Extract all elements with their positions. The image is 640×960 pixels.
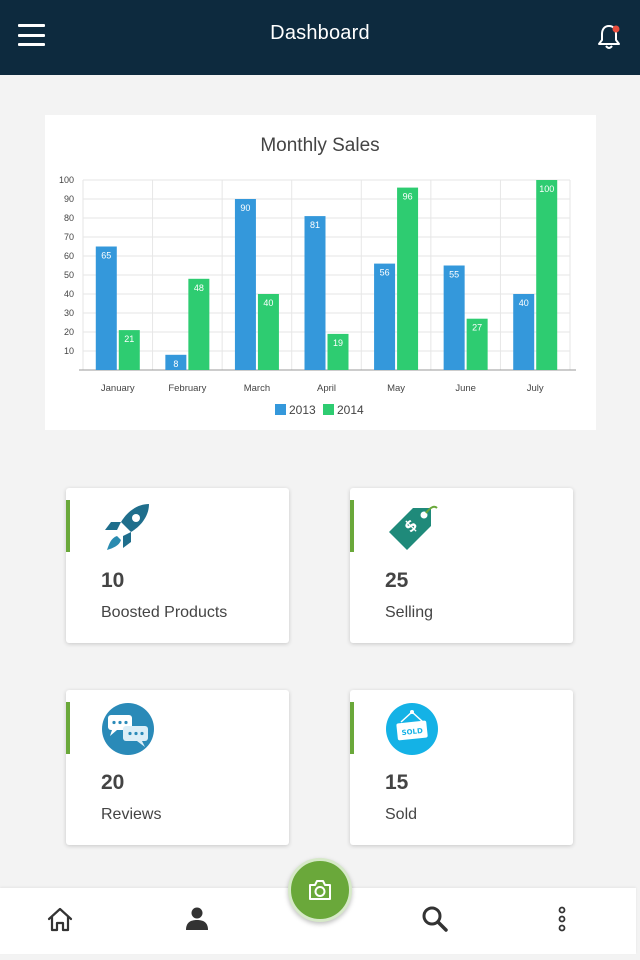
chart-title: Monthly Sales (260, 135, 379, 156)
bar-2014 (397, 187, 419, 370)
bar-2013 (165, 354, 187, 370)
card-accent-bar (350, 702, 354, 754)
camera-icon (309, 880, 331, 900)
search-icon[interactable] (420, 904, 450, 934)
x-tick-label: June (455, 383, 476, 394)
card-accent-bar (66, 702, 70, 754)
bar-data-label: 40 (519, 298, 529, 308)
y-tick-label: 40 (64, 289, 74, 299)
y-tick-label: 30 (64, 308, 74, 318)
bar-2014 (188, 278, 210, 370)
x-tick-label: January (101, 383, 135, 394)
bar-data-label: 40 (263, 298, 273, 308)
more-vertical-icon[interactable] (547, 904, 577, 934)
monthly-sales-chart: Monthly Sales 10 20 30 40 50 60 70 80 90 100 65 21 Ja… (45, 115, 596, 430)
y-tick-label: 10 (64, 346, 74, 356)
bar-data-label: 100 (539, 184, 554, 194)
bar-2014 (257, 294, 279, 370)
bar-2013 (95, 246, 117, 370)
profile-icon[interactable] (182, 904, 212, 934)
page-title: Dashboard (270, 22, 370, 44)
bar-data-label: 8 (173, 359, 178, 369)
stat-card-selling[interactable]: $ 25 Selling (350, 488, 573, 643)
x-tick-label: July (527, 383, 544, 394)
bar-2013 (443, 265, 465, 370)
y-tick-label: 50 (64, 270, 74, 280)
y-tick-label: 20 (64, 327, 74, 337)
chart-canvas: Monthly Sales 10 20 30 40 50 60 70 80 90 100 65 21 Ja… (59, 135, 576, 417)
stat-value: 10 (101, 569, 125, 592)
bar-2013 (513, 294, 535, 370)
bar-data-label: 90 (240, 203, 250, 213)
bell-icon[interactable] (596, 22, 622, 50)
y-tick-label: 70 (64, 232, 74, 242)
stat-label: Sold (385, 806, 418, 823)
card-accent-bar (350, 500, 354, 552)
bar-data-label: 56 (380, 268, 390, 278)
price-tag-icon: $ (389, 505, 438, 550)
bar-2013 (304, 216, 326, 370)
x-tick-label: March (244, 383, 270, 394)
bar-data-label: 55 (449, 270, 459, 280)
rocket-icon (105, 504, 149, 550)
bar-data-label: 27 (472, 323, 482, 333)
legend-swatch (275, 404, 286, 415)
stat-label: Selling (385, 604, 434, 621)
stat-card-boosted-products[interactable]: 10 Boosted Products (66, 488, 289, 643)
top-app-bar: Dashboard (0, 0, 640, 75)
stat-card-reviews[interactable]: 20 Reviews (66, 690, 289, 845)
legend-label: 2013 (289, 403, 316, 417)
stat-value: 25 (385, 569, 409, 592)
chat-bubbles-icon (102, 703, 154, 755)
bar-2014 (327, 333, 349, 370)
bar-2014 (466, 318, 488, 370)
sold-sign-text: SOLD (401, 727, 423, 737)
bar-2014 (536, 180, 558, 370)
notification-dot (612, 25, 620, 33)
y-tick-label: 60 (64, 251, 74, 261)
bar-2013 (374, 263, 396, 370)
stat-label: Boosted Products (101, 604, 228, 621)
stat-card-sold[interactable]: SOLD 15 Sold (350, 690, 573, 845)
bar-data-label: 21 (124, 334, 134, 344)
x-tick-label: May (387, 383, 405, 394)
camera-button[interactable] (288, 858, 352, 922)
y-tick-label: 100 (59, 175, 74, 185)
home-icon[interactable] (45, 904, 75, 934)
bar-data-label: 65 (101, 251, 111, 261)
bar-data-label: 19 (333, 338, 343, 348)
bar-2014 (118, 330, 140, 370)
bar-data-label: 96 (403, 192, 413, 202)
bar-data-label: 81 (310, 220, 320, 230)
hamburger-menu-icon[interactable] (18, 24, 45, 46)
stat-label: Reviews (101, 806, 162, 823)
x-tick-label: April (317, 383, 336, 394)
legend-swatch (323, 404, 334, 415)
sold-sign-icon: SOLD (386, 703, 438, 755)
y-tick-label: 90 (64, 194, 74, 204)
bar-2013 (234, 199, 256, 370)
x-tick-label: February (168, 383, 206, 394)
stat-value: 20 (101, 771, 125, 794)
y-tick-label: 80 (64, 213, 74, 223)
bar-data-label: 48 (194, 283, 204, 293)
card-accent-bar (66, 500, 70, 552)
stat-value: 15 (385, 771, 409, 794)
legend-label: 2014 (337, 403, 364, 417)
